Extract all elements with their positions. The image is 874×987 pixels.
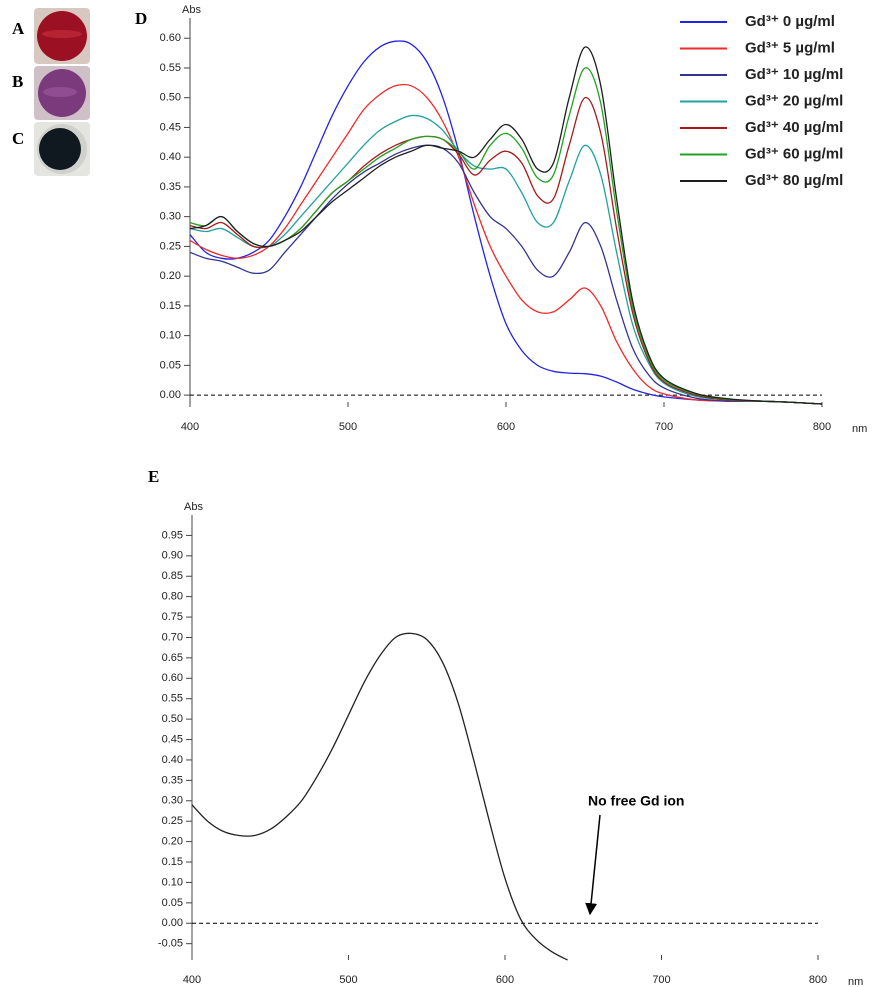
- panel-label: B: [12, 72, 23, 91]
- x-axis-label: nm: [852, 423, 867, 435]
- legend-label: Gd³⁺ 10 µg/ml: [745, 66, 843, 83]
- y-tick-label: 0.65: [162, 652, 183, 664]
- photo-glare: [42, 30, 82, 38]
- y-tick-label: 0.15: [162, 856, 183, 868]
- y-tick-label: 0.10: [162, 876, 183, 888]
- y-tick-label: 0.70: [162, 631, 183, 643]
- panel-label: A: [12, 19, 25, 38]
- x-axis-label: nm: [848, 976, 863, 987]
- y-tick-label: 0.30: [160, 211, 181, 223]
- y-tick-label: 0.20: [160, 270, 181, 282]
- y-tick-label: 0.45: [160, 121, 181, 133]
- chart: D Abs nm 0.00 0.05 0.10 0.15 0.20 0.25 0.30 0.35 0.…: [135, 4, 867, 435]
- y-tick-label: 0.40: [162, 754, 183, 766]
- legend-label: Gd³⁺ 40 µg/ml: [745, 119, 843, 136]
- y-tick-label: 0.95: [162, 529, 183, 541]
- chart: E Abs nm -0.05 0.00 0.05 0.10 0.15 0.20 0.25 0.30 0…: [148, 467, 863, 987]
- legend-label: Gd³⁺ 80 µg/ml: [745, 172, 843, 189]
- x-tick-label: 400: [183, 974, 201, 986]
- x-tick-label: 600: [497, 421, 515, 433]
- photos: A B C: [12, 8, 90, 176]
- panel-label: C: [12, 129, 24, 148]
- y-tick-label: 0.50: [160, 92, 181, 104]
- x-tick-label: 800: [813, 421, 831, 433]
- photo-well: [39, 128, 81, 170]
- y-tick-label: 0.45: [162, 733, 183, 745]
- y-tick-label: 0.20: [162, 836, 183, 848]
- annotation-arrow: [585, 814, 601, 916]
- annotation: No free Gd ion: [588, 793, 684, 809]
- y-tick-label: -0.05: [158, 938, 183, 950]
- x-tick-label: 600: [496, 974, 514, 986]
- y-tick-label: 0.15: [160, 300, 181, 312]
- y-tick-label: 0.00: [162, 917, 183, 929]
- x-tick-label: 500: [339, 421, 357, 433]
- y-tick-label: 0.60: [162, 672, 183, 684]
- panel-label: D: [135, 9, 147, 28]
- y-tick-label: 0.50: [162, 713, 183, 725]
- y-tick-label: 0.80: [162, 591, 183, 603]
- data-line: [189, 114, 823, 405]
- y-tick-label: 0.55: [162, 693, 183, 705]
- y-tick-label: 0.25: [162, 815, 183, 827]
- legend-label: Gd³⁺ 20 µg/ml: [745, 92, 843, 109]
- y-axis-label: Abs: [182, 4, 201, 16]
- data-line: [189, 46, 823, 405]
- y-tick-label: 0.85: [162, 570, 183, 582]
- y-axis-label: Abs: [184, 501, 203, 513]
- y-tick-label: 0.55: [160, 62, 181, 74]
- x-tick-label: 700: [652, 974, 670, 986]
- y-tick-label: 0.05: [160, 359, 181, 371]
- data-line: [189, 144, 823, 405]
- x-tick-label: 500: [339, 974, 357, 986]
- data-line: [189, 83, 823, 405]
- y-tick-label: 0.30: [162, 795, 183, 807]
- x-tick-label: 800: [809, 974, 827, 986]
- y-tick-label: 0.05: [162, 897, 183, 909]
- y-tick-label: 0.40: [160, 151, 181, 163]
- legend-label: Gd³⁺ 60 µg/ml: [745, 145, 843, 162]
- panel-label: E: [148, 467, 159, 486]
- y-tick-label: 0.35: [162, 774, 183, 786]
- data-line: [189, 97, 823, 405]
- y-tick-label: 0.35: [160, 181, 181, 193]
- data-line: [189, 40, 823, 405]
- x-tick-label: 700: [655, 421, 673, 433]
- data-line: [191, 632, 568, 961]
- y-tick-label: 0.10: [160, 330, 181, 342]
- y-tick-label: 0.75: [162, 611, 183, 623]
- data-line: [189, 67, 823, 405]
- x-tick-label: 400: [181, 421, 199, 433]
- y-tick-label: 0.00: [160, 389, 181, 401]
- legend-label: Gd³⁺ 5 µg/ml: [745, 39, 835, 56]
- y-tick-label: 0.90: [162, 550, 183, 562]
- y-tick-label: 0.25: [160, 240, 181, 252]
- photo-glare: [43, 87, 77, 97]
- legend-label: Gd³⁺ 0 µg/ml: [745, 13, 835, 30]
- y-tick-label: 0.60: [160, 32, 181, 44]
